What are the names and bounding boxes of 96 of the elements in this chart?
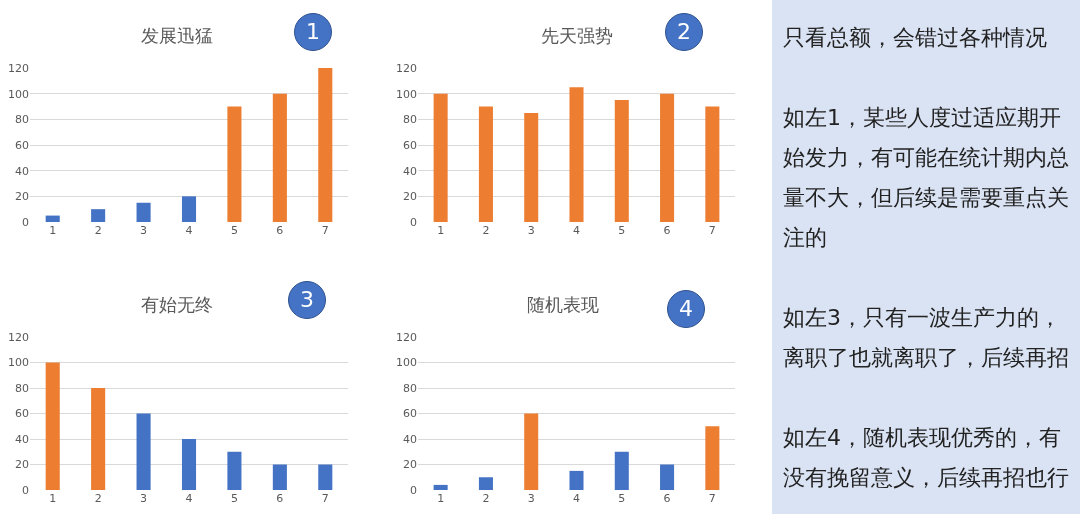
x-tick-label: 7 xyxy=(321,224,329,237)
y-tick-label: 120 xyxy=(8,61,29,75)
bar xyxy=(433,484,448,490)
x-tick-label: 2 xyxy=(94,224,102,237)
circle-badge: 1 xyxy=(294,13,332,51)
x-tick-label: 4 xyxy=(185,224,193,237)
x-tick-label: 7 xyxy=(708,224,716,237)
y-tick-label: 120 xyxy=(396,61,417,75)
x-tick-label: 1 xyxy=(49,224,57,237)
y-tick-label: 120 xyxy=(8,330,29,344)
x-tick-label: 6 xyxy=(663,492,671,505)
x-tick-label: 7 xyxy=(708,492,716,505)
y-tick-label: 40 xyxy=(403,432,417,446)
chart-title: 随机表现 xyxy=(527,294,599,316)
x-tick-label: 5 xyxy=(618,492,626,505)
y-tick-label: 120 xyxy=(396,330,417,344)
x-tick-label: 6 xyxy=(276,492,284,505)
x-tick-label: 4 xyxy=(573,492,580,505)
x-tick-label: 4 xyxy=(185,492,193,505)
bar xyxy=(524,112,539,222)
y-tick-label: 60 xyxy=(15,138,29,152)
y-tick-label: 100 xyxy=(8,356,29,370)
y-tick-label: 100 xyxy=(396,87,417,101)
circle-badge: 4 xyxy=(667,290,705,328)
x-tick-label: 4 xyxy=(573,224,580,237)
y-tick-label: 60 xyxy=(403,407,417,421)
bar xyxy=(45,362,60,490)
text: 如左3，只有一波生产力的，离职了也就离职了，后续再招 xyxy=(783,304,1070,372)
bar xyxy=(569,470,584,490)
bar xyxy=(227,106,242,222)
x-tick-label: 3 xyxy=(527,492,535,505)
bar xyxy=(478,477,493,490)
bar xyxy=(272,93,287,222)
x-tick-label: 1 xyxy=(437,224,445,237)
y-tick-label: 80 xyxy=(15,381,29,395)
y-tick-label: 100 xyxy=(8,87,29,101)
bar xyxy=(705,106,720,222)
bar xyxy=(272,464,287,490)
bar xyxy=(660,464,675,490)
x-tick-label: 2 xyxy=(482,492,490,505)
text: 如左1，某些人度过适应期开始发力，有可能在统计期内总量不大，但后续是需要重点关注的 xyxy=(783,104,1070,252)
bar xyxy=(227,451,242,490)
y-tick-label: 20 xyxy=(15,458,29,472)
y-tick-label: 40 xyxy=(15,432,29,446)
bar xyxy=(614,451,629,490)
bar xyxy=(91,209,106,222)
bar xyxy=(45,215,60,222)
bar xyxy=(181,439,197,490)
bar xyxy=(614,100,629,222)
y-tick-label: 0 xyxy=(410,483,417,497)
x-tick-label: 1 xyxy=(49,492,57,505)
x-tick-label: 6 xyxy=(663,224,671,237)
bar xyxy=(660,93,675,222)
y-tick-label: 40 xyxy=(403,164,417,178)
x-tick-label: 1 xyxy=(437,492,445,505)
y-tick-label: 20 xyxy=(403,190,417,204)
bar xyxy=(433,93,448,222)
bar xyxy=(91,388,106,490)
x-tick-label: 6 xyxy=(276,224,284,237)
chart-title: 有始无终 xyxy=(141,294,213,316)
x-tick-label: 3 xyxy=(140,224,148,237)
y-tick-label: 60 xyxy=(403,138,417,152)
text: 只看总额，会错过各种情况 xyxy=(783,24,1048,52)
x-tick-label: 7 xyxy=(321,492,329,505)
bar xyxy=(318,68,333,222)
y-tick-label: 80 xyxy=(15,113,29,127)
y-tick-label: 20 xyxy=(403,458,417,472)
y-tick-label: 80 xyxy=(403,381,417,395)
y-tick-label: 100 xyxy=(396,356,417,370)
y-tick-label: 0 xyxy=(22,483,29,497)
chart-title: 先天强势 xyxy=(541,25,613,47)
bar xyxy=(478,106,493,222)
y-tick-label: 40 xyxy=(15,164,29,178)
circle-badge: 3 xyxy=(288,281,326,319)
y-tick-label: 0 xyxy=(410,215,417,229)
x-tick-label: 5 xyxy=(230,492,238,505)
circle-badge: 2 xyxy=(665,13,703,51)
chart-title: 发展迅猛 xyxy=(141,25,213,47)
bar xyxy=(705,426,720,490)
bar xyxy=(318,464,333,490)
x-tick-label: 3 xyxy=(527,224,535,237)
y-tick-label: 20 xyxy=(15,190,29,204)
x-tick-label: 3 xyxy=(140,492,148,505)
y-tick-label: 80 xyxy=(403,113,417,127)
bar xyxy=(136,413,151,490)
y-tick-label: 0 xyxy=(22,215,29,229)
x-tick-label: 2 xyxy=(94,492,102,505)
y-tick-label: 60 xyxy=(15,407,29,421)
x-tick-label: 5 xyxy=(230,224,238,237)
text: 如左4，随机表现优秀的，有没有挽留意义，后续再招也行 xyxy=(783,424,1070,492)
bar xyxy=(181,196,197,222)
bar xyxy=(524,413,539,490)
x-tick-label: 2 xyxy=(482,224,490,237)
bar xyxy=(569,87,584,222)
x-tick-label: 5 xyxy=(618,224,626,237)
bar xyxy=(136,202,151,222)
